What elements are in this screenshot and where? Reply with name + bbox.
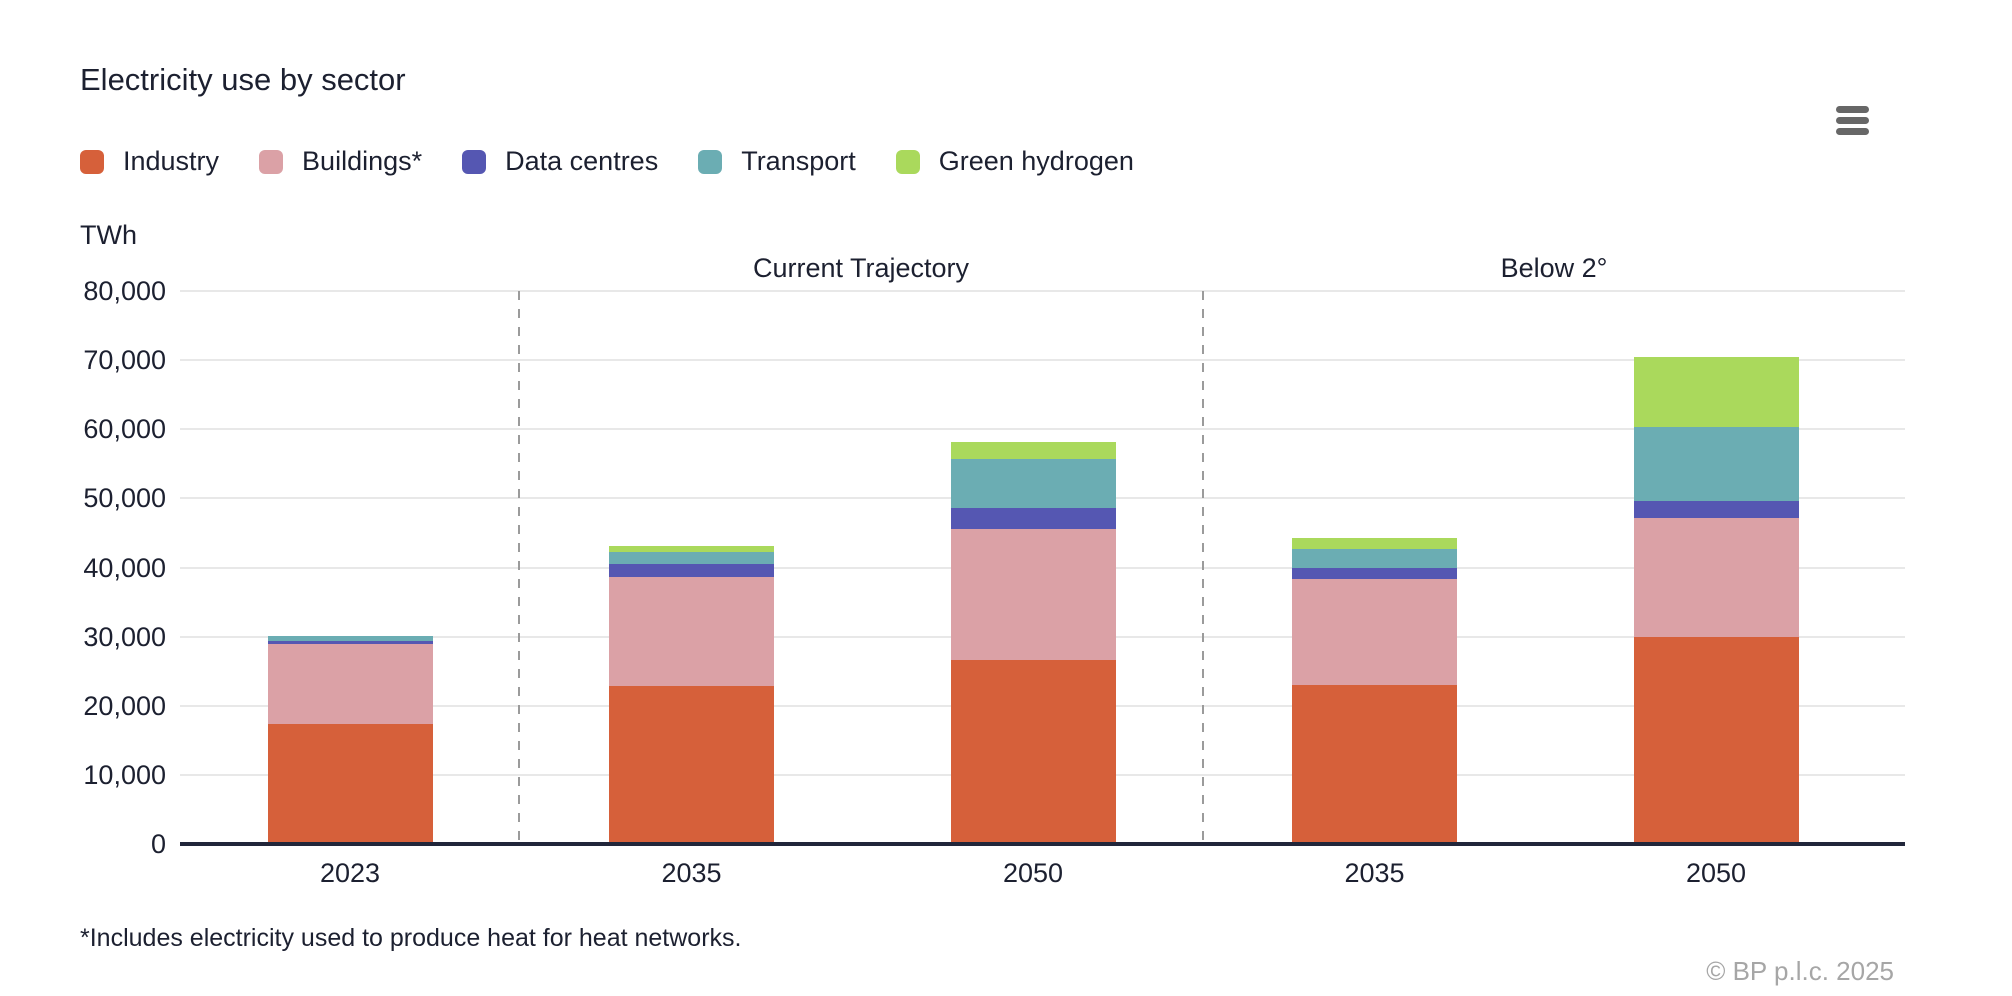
bar-segment-transport[interactable] — [1633, 426, 1799, 502]
bar-segment-industry[interactable] — [1633, 636, 1799, 844]
y-tick-label: 40,000 — [83, 552, 166, 583]
legend-label: Industry — [123, 146, 220, 176]
bar-segment-green-hydrogen[interactable] — [609, 546, 774, 552]
copyright: © BP p.l.c. 2025 — [1706, 956, 1894, 986]
bar-segment-industry[interactable] — [609, 685, 774, 844]
legend-swatch-icon — [80, 149, 104, 174]
gridline — [180, 428, 1905, 431]
y-tick-label: 80,000 — [83, 276, 166, 306]
legend-swatch-icon — [698, 149, 723, 174]
hamburger-icon — [1836, 127, 1869, 135]
bar-segment-industry[interactable] — [267, 723, 433, 844]
y-tick-label: 30,000 — [83, 621, 166, 652]
y-tick-label: 10,000 — [83, 759, 166, 790]
bar-segment-buildings-[interactable] — [267, 644, 433, 724]
legend-item-buildings-[interactable]: Buildings* — [259, 146, 422, 177]
y-tick-label: 20,000 — [83, 690, 166, 721]
bar-2050-4 — [1633, 291, 1799, 844]
legend-swatch-icon — [462, 149, 487, 174]
scenario-label: Below 2° — [1500, 253, 1608, 283]
bar-2035-1 — [609, 291, 774, 844]
legend-item-transport[interactable]: Transport — [698, 146, 856, 177]
y-axis-unit-label: TWh — [80, 220, 137, 250]
bar-2023-0 — [267, 291, 433, 844]
bar-segment-transport[interactable] — [609, 551, 774, 565]
legend-label: Data centres — [505, 146, 659, 176]
x-axis-line — [180, 842, 1905, 846]
gridline — [180, 290, 1905, 292]
bar-2050-2 — [950, 291, 1116, 844]
bar-segment-data-centres[interactable] — [267, 641, 433, 645]
legend-label: Green hydrogen — [938, 146, 1134, 176]
chart-title: Electricity use by sector — [80, 62, 406, 97]
chart-context-menu-button[interactable] — [1836, 102, 1876, 142]
legend-swatch-icon — [259, 149, 284, 174]
y-tick-label: 70,000 — [83, 345, 166, 376]
bar-2035-3 — [1292, 291, 1457, 844]
legend-item-data-centres[interactable]: Data centres — [462, 146, 658, 177]
legend-item-green-hydrogen[interactable]: Green hydrogen — [895, 146, 1134, 177]
bar-segment-transport[interactable] — [267, 635, 433, 642]
hamburger-icon — [1836, 116, 1869, 124]
bar-segment-data-centres[interactable] — [609, 564, 774, 577]
legend-label: Buildings* — [302, 146, 423, 176]
bar-segment-buildings-[interactable] — [1633, 518, 1799, 637]
bar-segment-transport[interactable] — [1292, 549, 1457, 568]
y-tick-label: 60,000 — [83, 414, 166, 445]
scenario-separator — [518, 291, 520, 844]
x-tick-label: 2050 — [1685, 858, 1747, 888]
bar-segment-buildings-[interactable] — [950, 528, 1116, 661]
scenario-separator — [1202, 291, 1204, 844]
y-tick-label: 0 — [150, 829, 166, 859]
legend-label: Transport — [741, 146, 856, 176]
x-tick-label: 2035 — [661, 858, 722, 888]
bar-segment-green-hydrogen[interactable] — [950, 442, 1116, 459]
bar-segment-data-centres[interactable] — [1633, 501, 1799, 519]
bar-segment-buildings-[interactable] — [609, 576, 774, 686]
scenario-label: Current Trajectory — [752, 253, 970, 283]
bar-segment-green-hydrogen[interactable] — [1633, 357, 1799, 427]
bar-segment-buildings-[interactable] — [1292, 578, 1457, 686]
bar-segment-industry[interactable] — [1292, 685, 1457, 844]
bar-segment-data-centres[interactable] — [1292, 567, 1457, 579]
legend-swatch-icon — [895, 149, 920, 174]
legend-item-industry[interactable]: Industry — [80, 146, 219, 177]
bar-segment-industry[interactable] — [950, 660, 1116, 844]
x-tick-label: 2050 — [1002, 858, 1064, 888]
gridline — [180, 359, 1905, 362]
bar-segment-green-hydrogen[interactable] — [1292, 538, 1457, 550]
legend: Industry Buildings* Data centres Transport G… — [80, 146, 1134, 177]
footnote: *Includes electricity used to produce he… — [80, 924, 742, 952]
bar-segment-transport[interactable] — [950, 458, 1116, 509]
y-tick-label: 50,000 — [83, 483, 166, 514]
x-tick-label: 2035 — [1344, 858, 1405, 888]
x-tick-label: 2023 — [319, 858, 381, 888]
bar-segment-data-centres[interactable] — [950, 508, 1116, 529]
hamburger-icon — [1836, 105, 1869, 113]
